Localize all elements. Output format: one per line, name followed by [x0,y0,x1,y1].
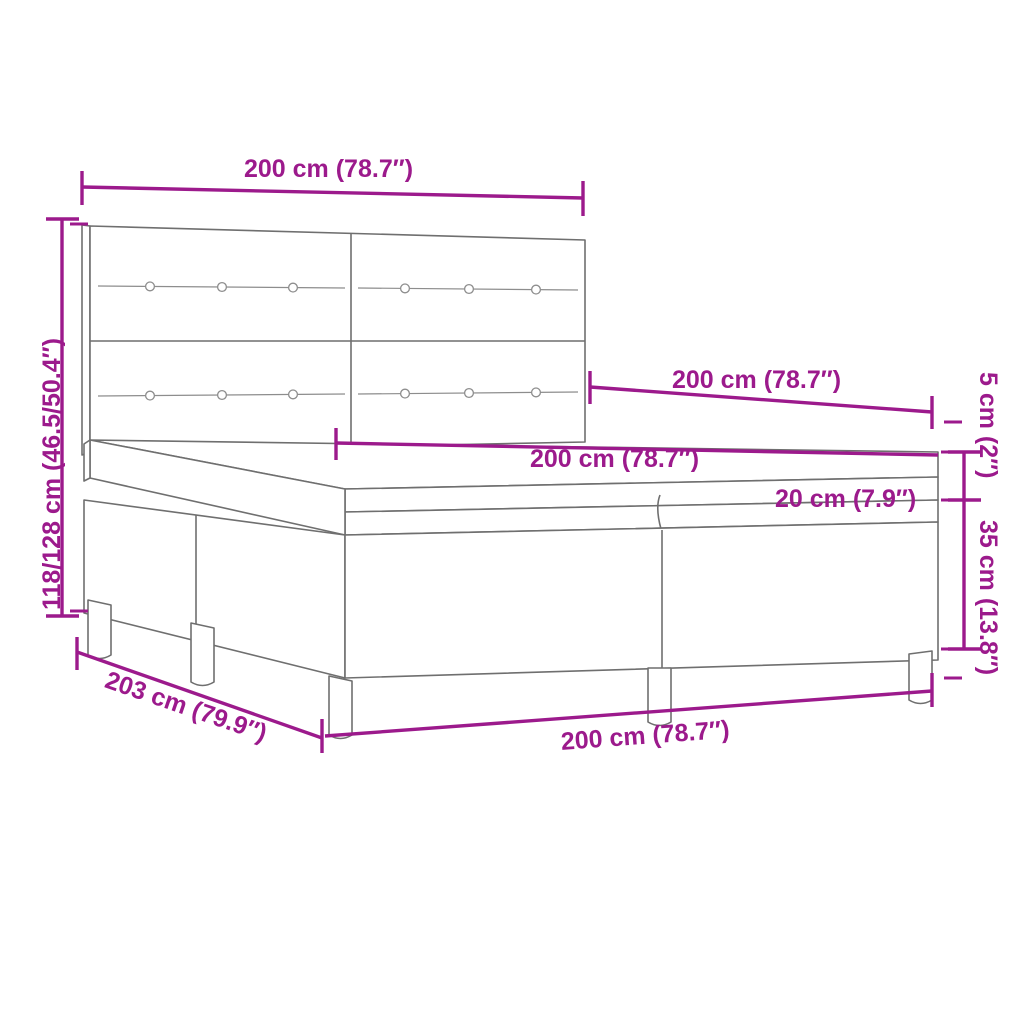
dim-base-depth [75,637,324,753]
bed-illustration [81,224,939,740]
dim-headboard-width [80,171,585,216]
dimension-label-bed-length-upper: 200 cm (78.7″) [672,366,842,394]
dim-base-width [324,673,934,738]
leg-mid-left [190,622,215,687]
tuft-group-row2-left [97,389,346,401]
leg-rear-left [87,599,112,660]
tuft-group-row1-right [357,283,579,295]
leg-front-right [908,650,933,705]
dimension-annotations [46,171,981,753]
tuft-group-row1-left [97,281,346,293]
headboard-side-edge [81,224,91,456]
dimension-label-base-height: 35 cm (13.8″) [974,520,1002,676]
dim-total-height [46,217,88,618]
leg-front-left [328,675,353,740]
headboard [81,224,586,456]
dim-bed-length-upper [588,371,934,429]
dimension-label-mattress-thickness: 20 cm (7.9″) [775,485,917,513]
dim-right-extension-ticks [944,420,962,680]
base-top-sliver [83,439,91,482]
dimension-label-total-height: 118/128 cm (46.5/50.4″) [38,338,66,610]
dimension-label-topper-thickness: 5 cm (2″) [974,372,1002,479]
dimension-label-headboard-width: 200 cm (78.7″) [244,155,414,183]
mattress-center-seam [656,494,662,530]
dimension-label-mattress-width: 200 cm (78.7″) [530,445,700,473]
base-front-face [344,521,939,679]
dim-base-height [941,500,981,651]
box-spring-base [83,439,939,679]
tuft-group-row2-right [357,387,579,399]
dim-mattress-width [334,428,939,460]
headboard-face [89,225,586,453]
leg-front-mid [647,667,672,727]
